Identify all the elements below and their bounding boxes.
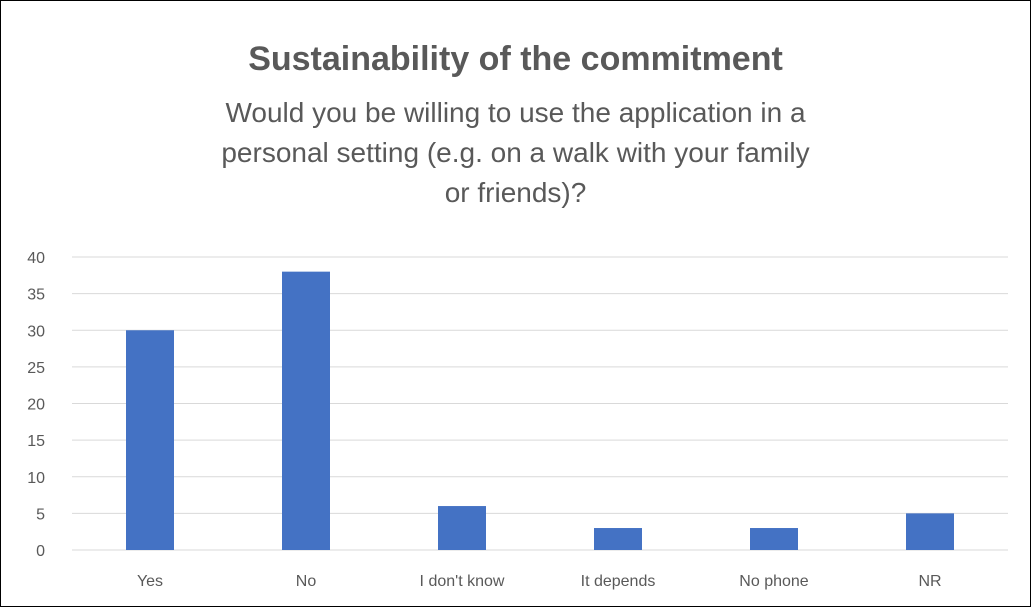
chart-subtitle: Would you be willing to use the applicat… [221, 97, 810, 208]
y-tick-label: 0 [36, 543, 45, 560]
x-category-label: NR [918, 573, 941, 590]
x-category-label: It depends [581, 573, 656, 590]
y-tick-label: 35 [27, 287, 45, 304]
chart-title: Sustainability of the commitment [248, 40, 783, 78]
bar [438, 506, 486, 550]
y-tick-label: 20 [27, 397, 45, 414]
y-tick-label: 5 [36, 506, 45, 523]
gridlines [72, 256, 1008, 551]
y-axis-ticks: 0 5 10 15 20 25 30 35 40 [27, 250, 45, 560]
x-category-label: I don't know [420, 573, 505, 590]
y-tick-label: 30 [27, 323, 45, 340]
x-category-label: No [296, 573, 317, 590]
x-category-label: No phone [739, 573, 808, 590]
bars [126, 271, 954, 550]
y-tick-label: 25 [27, 360, 45, 377]
x-axis-categories: Yes No I don't know It depends No phone NR [137, 573, 942, 590]
bar [594, 528, 642, 550]
x-category-label: Yes [137, 573, 163, 590]
y-tick-label: 10 [27, 470, 45, 487]
bar [282, 271, 330, 550]
y-tick-label: 15 [27, 433, 45, 450]
bar [906, 513, 954, 550]
bar [750, 528, 798, 550]
bar [126, 330, 174, 550]
y-tick-label: 40 [27, 250, 45, 267]
